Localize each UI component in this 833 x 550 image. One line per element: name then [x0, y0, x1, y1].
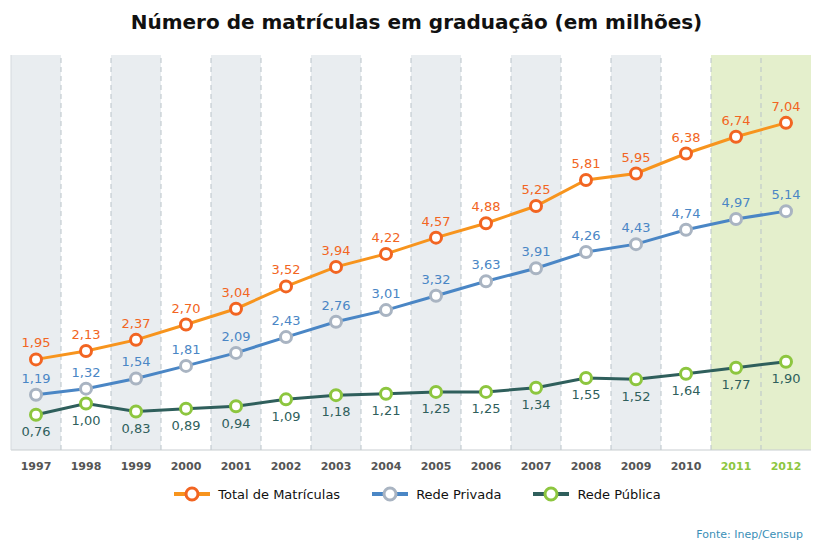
svg-text:4,74: 4,74 [672, 206, 701, 221]
svg-text:1997: 1997 [21, 460, 52, 473]
svg-text:2001: 2001 [221, 460, 252, 473]
svg-text:4,26: 4,26 [572, 228, 601, 243]
svg-text:0,94: 0,94 [222, 416, 251, 431]
svg-text:2010: 2010 [671, 460, 702, 473]
svg-text:4,97: 4,97 [722, 195, 751, 210]
svg-text:2012: 2012 [771, 460, 802, 473]
svg-text:2,13: 2,13 [72, 327, 101, 342]
svg-text:1,34: 1,34 [522, 397, 551, 412]
svg-text:2009: 2009 [621, 460, 652, 473]
svg-text:4,43: 4,43 [622, 220, 651, 235]
svg-text:2003: 2003 [321, 460, 352, 473]
svg-text:4,57: 4,57 [422, 214, 451, 229]
svg-text:1,25: 1,25 [472, 401, 501, 416]
svg-text:5,81: 5,81 [572, 156, 601, 171]
svg-text:3,91: 3,91 [522, 244, 551, 259]
svg-text:1,21: 1,21 [372, 403, 401, 418]
svg-text:2005: 2005 [421, 460, 452, 473]
svg-text:1998: 1998 [71, 460, 102, 473]
html-text:Rede Privada: Rede Privada [416, 486, 502, 502]
svg-text:1,00: 1,00 [72, 413, 101, 428]
svg-text:2000: 2000 [171, 460, 202, 473]
html-text:Número de matrículas em gradua: Número de matrículas em graduação (em mi… [130, 10, 703, 34]
svg-text:2,09: 2,09 [222, 329, 251, 344]
svg-text:1,90: 1,90 [772, 371, 801, 386]
svg-text:3,63: 3,63 [472, 257, 501, 272]
svg-text:1,77: 1,77 [722, 377, 751, 392]
svg-text:2007: 2007 [521, 460, 552, 473]
svg-text:5,14: 5,14 [772, 187, 801, 202]
svg-text:3,32: 3,32 [422, 272, 451, 287]
svg-text:1,81: 1,81 [172, 342, 201, 357]
svg-text:1,55: 1,55 [572, 387, 601, 402]
svg-text:0,89: 0,89 [172, 418, 201, 433]
svg-text:3,04: 3,04 [222, 285, 251, 300]
svg-text:1,95: 1,95 [22, 335, 51, 350]
svg-text:1,19: 1,19 [22, 371, 51, 386]
html-text:Fonte: Inep/Censup: Fonte: Inep/Censup [696, 528, 803, 541]
svg-text:1999: 1999 [121, 460, 152, 473]
svg-text:4,22: 4,22 [372, 230, 401, 245]
svg-text:2008: 2008 [571, 460, 602, 473]
svg-text:0,83: 0,83 [122, 421, 151, 436]
svg-text:2,43: 2,43 [272, 313, 301, 328]
svg-text:1,09: 1,09 [272, 409, 301, 424]
svg-text:1,32: 1,32 [72, 365, 101, 380]
svg-text:1,18: 1,18 [322, 404, 351, 419]
svg-text:7,04: 7,04 [772, 99, 801, 114]
svg-text:2004: 2004 [371, 460, 402, 473]
svg-text:1,25: 1,25 [422, 401, 451, 416]
svg-text:2011: 2011 [721, 460, 752, 473]
svg-text:4,88: 4,88 [472, 199, 501, 214]
svg-text:6,74: 6,74 [722, 113, 751, 128]
svg-text:3,52: 3,52 [272, 262, 301, 277]
svg-text:3,94: 3,94 [322, 243, 351, 258]
svg-text:2006: 2006 [471, 460, 502, 473]
svg-text:1,54: 1,54 [122, 354, 151, 369]
svg-text:1,52: 1,52 [622, 389, 651, 404]
svg-text:2,76: 2,76 [322, 298, 351, 313]
svg-text:1,64: 1,64 [672, 383, 701, 398]
svg-text:2,70: 2,70 [172, 301, 201, 316]
svg-text:2002: 2002 [271, 460, 302, 473]
svg-text:5,25: 5,25 [522, 182, 551, 197]
svg-text:0,76: 0,76 [22, 424, 51, 439]
svg-text:3,01: 3,01 [372, 286, 401, 301]
html-text:Rede Pública: Rede Pública [577, 486, 661, 502]
html-text:Total de Matrículas: Total de Matrículas [218, 486, 341, 502]
svg-text:2,37: 2,37 [122, 316, 151, 331]
svg-text:5,95: 5,95 [622, 150, 651, 165]
svg-text:6,38: 6,38 [672, 130, 701, 145]
